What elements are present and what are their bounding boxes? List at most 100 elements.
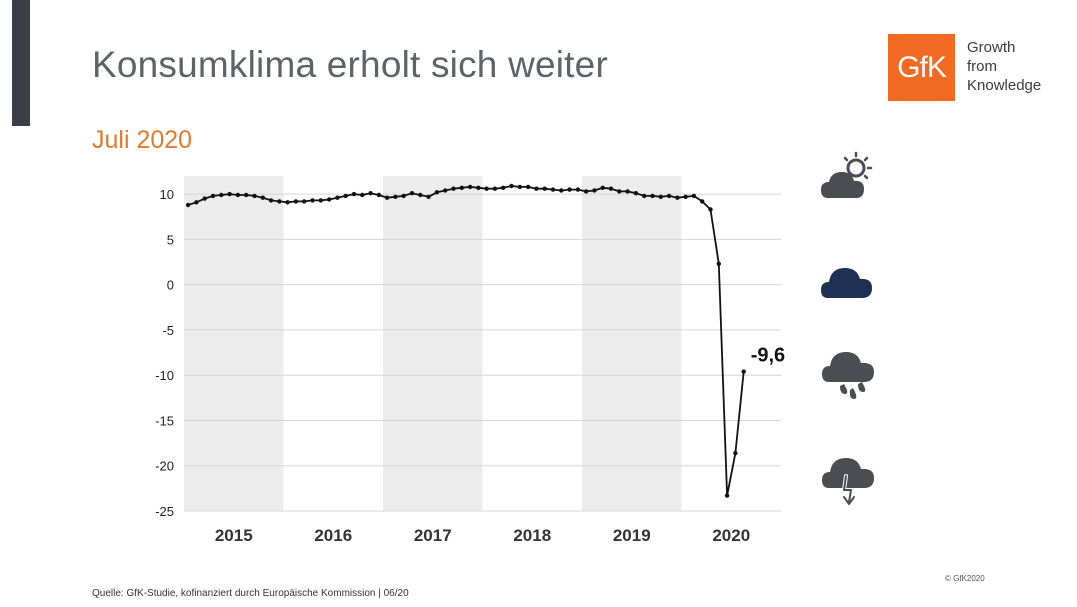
data-point [559, 188, 564, 193]
data-point [534, 186, 539, 191]
data-point [700, 199, 705, 204]
slide-subtitle: Juli 2020 [92, 126, 193, 154]
data-point [219, 192, 224, 198]
y-tick-label: -5 [162, 323, 174, 338]
data-point [318, 198, 323, 203]
data-point [642, 193, 647, 199]
data-point [443, 188, 448, 193]
data-point [252, 193, 257, 199]
data-point [542, 186, 547, 191]
data-point [583, 189, 589, 194]
data-point [517, 184, 522, 190]
data-point [683, 194, 688, 199]
data-point [733, 450, 738, 456]
y-tick-label: 5 [167, 232, 174, 247]
data-point [467, 184, 473, 190]
x-year-label: 2019 [613, 526, 651, 545]
gfk-logo-mark: GfK [888, 34, 955, 101]
data-point [235, 192, 241, 198]
rain-cloud-icon [822, 352, 874, 399]
data-point [708, 207, 713, 212]
lightning-cloud-icon [822, 458, 874, 506]
data-point [227, 191, 232, 197]
x-year-label: 2017 [414, 526, 452, 545]
data-point [302, 199, 307, 204]
data-point [268, 198, 274, 203]
data-point [600, 185, 605, 190]
data-point [368, 191, 373, 196]
data-point [451, 186, 456, 191]
data-point [716, 261, 721, 266]
data-point [484, 186, 489, 191]
dark-cloud-icon [821, 268, 872, 298]
gfk-logo: GfK Growth from Knowledge [888, 34, 1041, 101]
year-band [582, 176, 682, 511]
logo-tagline: Growth from Knowledge [967, 38, 1041, 95]
data-point [393, 194, 398, 199]
y-tick-label: -25 [155, 504, 174, 519]
data-point [260, 195, 265, 200]
accent-bar [12, 0, 30, 126]
data-point [351, 191, 357, 197]
data-point [401, 193, 406, 199]
y-tick-label: -10 [155, 368, 174, 383]
data-point [202, 196, 207, 201]
data-point [666, 193, 672, 199]
data-point [277, 199, 282, 204]
data-point [608, 186, 614, 191]
y-tick-label: -20 [155, 459, 174, 474]
source-note: Quelle: GfK-Studie, kofinanziert durch E… [92, 588, 409, 599]
data-point [691, 193, 697, 199]
data-point [434, 190, 440, 195]
data-point [285, 200, 290, 205]
data-point [376, 192, 382, 198]
data-point [210, 193, 216, 199]
data-point [360, 192, 365, 198]
data-point [310, 198, 315, 203]
x-year-label: 2016 [314, 526, 352, 545]
x-year-label: 2018 [513, 526, 551, 545]
data-point [633, 191, 639, 196]
data-point [426, 194, 431, 199]
data-point [384, 195, 390, 200]
y-tick-label: -15 [155, 413, 174, 428]
data-point [492, 186, 498, 191]
data-point [459, 185, 464, 190]
data-point [476, 185, 481, 190]
data-point [244, 192, 249, 198]
data-point [625, 189, 630, 194]
last-value-label: -9,6 [751, 345, 785, 367]
data-point [418, 192, 423, 198]
data-point [550, 187, 556, 192]
data-point [185, 202, 191, 208]
sun-behind-cloud-icon [821, 151, 873, 198]
logo-tagline-line: Knowledge [967, 77, 1042, 94]
x-year-label: 2015 [215, 526, 253, 545]
data-point [567, 187, 572, 192]
year-band [383, 176, 483, 511]
y-tick-label: 10 [160, 187, 174, 202]
y-tick-label: 0 [167, 278, 174, 293]
x-year-label: 2020 [712, 526, 750, 545]
data-point [409, 191, 415, 196]
data-point [650, 193, 655, 199]
data-point [724, 493, 730, 498]
year-band [184, 176, 284, 511]
logo-tagline-line: from [967, 58, 997, 75]
data-point [575, 187, 581, 192]
data-point [335, 195, 340, 200]
data-point [741, 369, 746, 374]
data-point [501, 185, 506, 190]
data-point [326, 197, 332, 202]
logo-tagline-line: Growth [967, 39, 1016, 56]
slide-title: Konsumklima erholt sich weiter [92, 44, 608, 85]
data-point [343, 193, 348, 199]
data-point [194, 200, 199, 205]
copyright-note: © GfK2020 [945, 574, 985, 583]
data-point [617, 189, 622, 194]
data-point [592, 188, 597, 193]
data-point [293, 199, 299, 204]
data-point [658, 194, 663, 199]
data-point [525, 184, 531, 190]
